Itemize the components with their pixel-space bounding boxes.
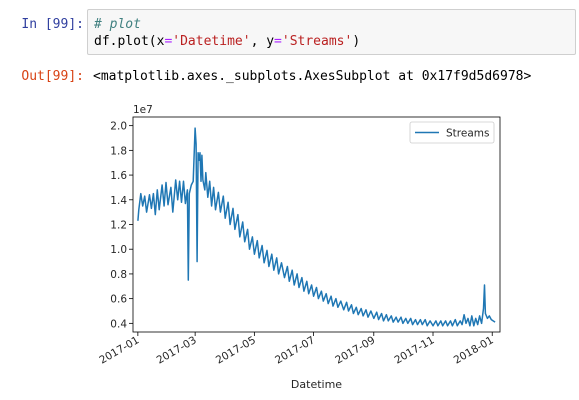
series-line-streams <box>137 127 496 327</box>
y-tick-label: 1.2 <box>110 220 127 232</box>
code-x-value: 'Datetime' <box>172 34 251 49</box>
code-x-keyword: x <box>156 34 165 49</box>
code-line-2: df.plot(x='Datetime', y='Streams') <box>94 33 575 50</box>
x-tick-label: 2017-01 <box>97 334 141 366</box>
y-tick-label: 2.0 <box>110 121 127 133</box>
x-tick-label: 2017-03 <box>155 334 199 366</box>
code-comment: # plot <box>94 17 141 32</box>
y-tick-label: 1.0 <box>110 244 127 256</box>
x-tick-label: 2017-11 <box>393 334 437 366</box>
code-paren-open: ( <box>148 34 157 49</box>
x-axis: 2017-01 2017-03 2017-05 2017-07 2017-09 2017-… <box>97 332 496 367</box>
x-tick-label: 2017-05 <box>214 334 258 366</box>
code-y-keyword: y <box>266 34 275 49</box>
code-equals-1: = <box>164 34 173 49</box>
y-axis: 0.4 0.6 0.8 1.0 1.2 1.4 1.6 1.8 2.0 <box>110 121 133 330</box>
legend-label-streams: Streams <box>446 128 489 140</box>
output-prompt: Out[99]: <box>21 69 84 84</box>
x-tick-label: 2017-09 <box>333 334 377 366</box>
x-tick-label: 2018-01 <box>452 334 496 366</box>
legend: Streams <box>409 121 495 144</box>
x-axis-label: Datetime <box>291 378 342 391</box>
y-tick-label: 1.4 <box>110 195 127 207</box>
code-call: df.plot <box>94 34 149 49</box>
code-input-area[interactable]: # plot df.plot(x='Datetime', y='Streams'… <box>87 9 576 55</box>
code-comma: , <box>250 34 267 49</box>
x-tick-label: 2017-07 <box>273 334 317 366</box>
input-prompt: In [99]: <box>21 17 84 32</box>
code-paren-close: ) <box>352 34 361 49</box>
y-tick-label: 0.4 <box>110 318 127 330</box>
code-line-1: # plot <box>94 16 575 33</box>
legend-box <box>409 121 495 144</box>
y-tick-label: 1.6 <box>110 170 127 182</box>
y-tick-label: 0.6 <box>110 294 127 306</box>
y-offset-label: 1e7 <box>133 104 153 116</box>
y-tick-label: 0.8 <box>110 269 127 281</box>
code-equals-2: = <box>274 34 282 49</box>
y-tick-label: 1.8 <box>110 145 127 157</box>
output-repr-text: <matplotlib.axes._subplots.AxesSubplot a… <box>93 69 532 84</box>
code-y-value: 'Streams' <box>281 34 353 49</box>
